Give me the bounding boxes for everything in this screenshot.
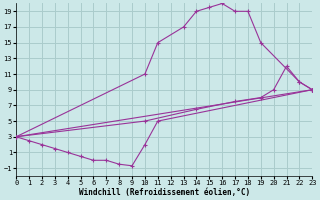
X-axis label: Windchill (Refroidissement éolien,°C): Windchill (Refroidissement éolien,°C) (79, 188, 250, 197)
